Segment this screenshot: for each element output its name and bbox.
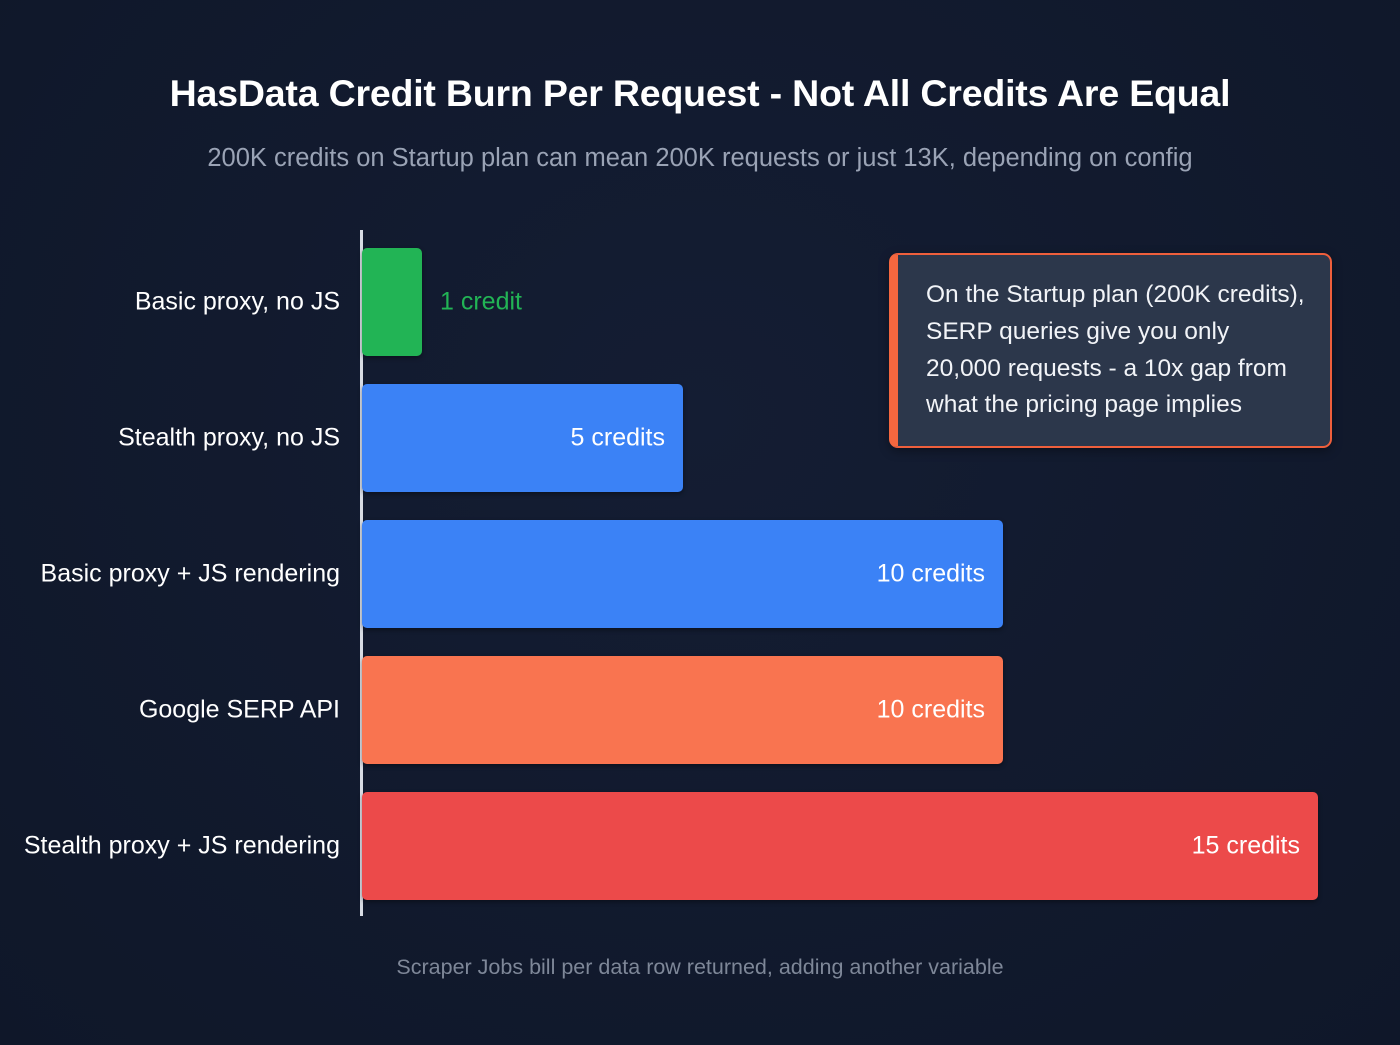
category-label: Basic proxy, no JS [134, 287, 340, 316]
bar-stealth-proxy-js-rendering[interactable]: 15 credits [362, 792, 1318, 900]
bar-row: Basic proxy + JS rendering 10 credits [0, 520, 1400, 628]
y-axis-line [360, 230, 363, 916]
annotation-callout: On the Startup plan (200K credits), SERP… [889, 253, 1332, 448]
category-label: Stealth proxy, no JS [118, 423, 340, 452]
category-label: Stealth proxy + JS rendering [23, 831, 340, 860]
bar-value-label: 5 credits [570, 423, 665, 452]
bar-value-label: 15 credits [1191, 831, 1300, 860]
chart-subtitle: 200K credits on Startup plan can mean 20… [207, 144, 1193, 172]
bar-value-label: 1 credit [440, 287, 522, 316]
chart-footer-note: Scraper Jobs bill per data row returned,… [396, 955, 1004, 979]
bar-row: Basic proxy, no JS 1 credit [0, 248, 1400, 356]
bar-value-label: 10 credits [876, 559, 985, 588]
category-label: Google SERP API [138, 695, 340, 724]
bar-basic-proxy-no-js[interactable]: 1 credit [362, 248, 522, 356]
bar-row: Stealth proxy, no JS 5 credits [0, 384, 1400, 492]
bar-row: Google SERP API 10 credits [0, 656, 1400, 764]
bar-basic-proxy-js-rendering[interactable]: 10 credits [362, 520, 1003, 628]
bar-stealth-proxy-no-js[interactable]: 5 credits [362, 384, 683, 492]
bar-google-serp-api[interactable]: 10 credits [362, 656, 1003, 764]
bar-row: Stealth proxy + JS rendering 15 credits [0, 792, 1400, 900]
category-label: Basic proxy + JS rendering [40, 559, 340, 588]
chart-title: HasData Credit Burn Per Request - Not Al… [169, 72, 1231, 114]
bar-value-label: 10 credits [876, 695, 985, 724]
